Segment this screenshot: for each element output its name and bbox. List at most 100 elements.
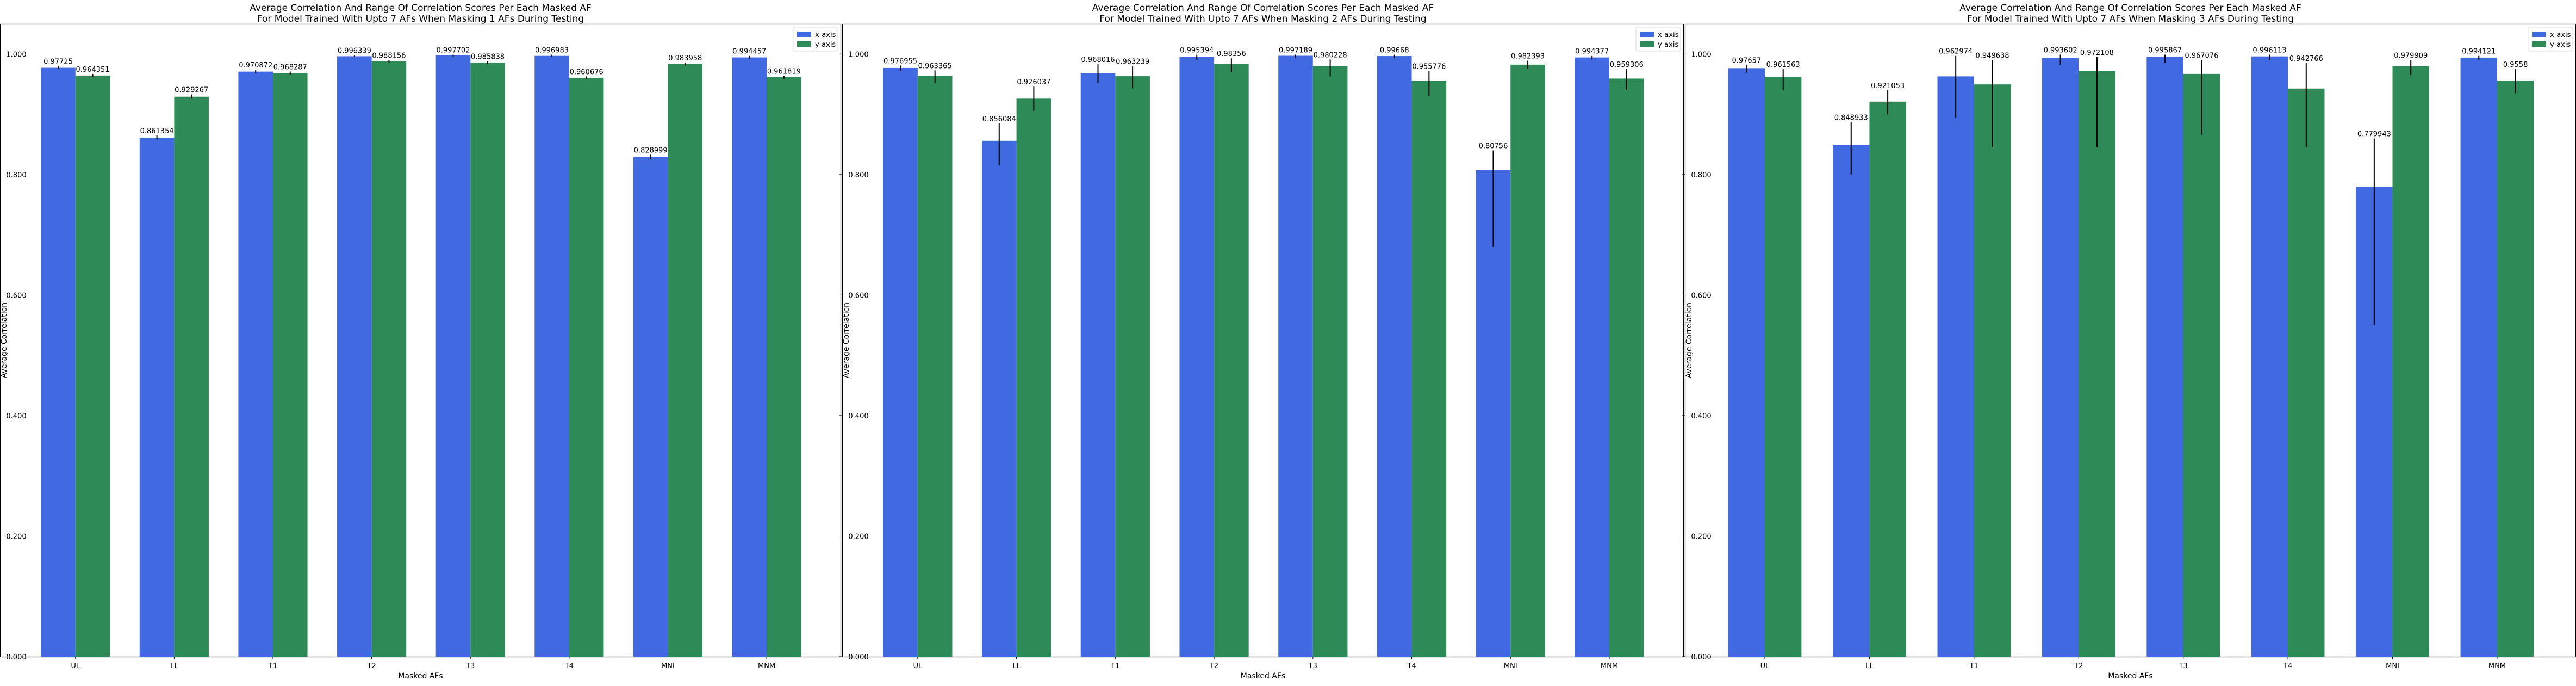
bar-value-label: 0.828999: [634, 146, 668, 154]
bar-value-label: 0.921053: [1871, 82, 1905, 90]
y-tick-label: 0.400: [848, 412, 868, 421]
y-tick-label: 0.800: [848, 171, 868, 180]
legend-label: x-axis: [1658, 31, 1679, 39]
plot-frame: [842, 23, 1684, 658]
bar-value-label: 0.968287: [273, 64, 307, 72]
bar-y-axis-T1: [1974, 84, 2011, 657]
bar-x-axis-T2: [2042, 58, 2079, 657]
legend-swatch: [797, 41, 811, 47]
bar-x-axis-T4: [2251, 56, 2288, 657]
y-tick-label: 1.000: [1691, 51, 1711, 59]
legend-swatch: [797, 32, 811, 37]
x-tick-label: UL: [71, 662, 80, 670]
y-tick-label: 0.800: [1691, 171, 1711, 180]
bar-value-label: 0.962974: [1939, 48, 1973, 56]
bar-value-label: 0.993602: [2044, 46, 2077, 54]
chart-title-line: For Model Trained With Upto 7 AFs When M…: [1099, 14, 1426, 24]
y-tick-label: 0.200: [848, 533, 868, 541]
y-tick-label: 0.600: [848, 292, 868, 300]
legend-swatch: [1640, 32, 1654, 37]
bar-y-axis-LL: [174, 96, 209, 657]
bar-value-label: 0.80756: [1479, 143, 1508, 151]
legend-label: y-axis: [815, 41, 836, 49]
bar-y-axis-UL: [75, 75, 110, 657]
bar-value-label: 0.995394: [1180, 46, 1214, 54]
y-tick-label: 0.000: [848, 653, 868, 662]
y-axis-label: Average Correlation: [1685, 302, 1694, 378]
bar-value-label: 0.994377: [1575, 48, 1609, 56]
x-tick-label: LL: [170, 662, 178, 670]
bar-x-axis-UL: [883, 67, 918, 657]
bar-value-label: 0.861354: [140, 127, 174, 135]
x-tick-label: T3: [2179, 662, 2188, 670]
bar-value-label: 0.976955: [883, 57, 917, 65]
y-tick-label: 0.400: [6, 412, 26, 421]
legend-label: y-axis: [2550, 41, 2571, 49]
bar-x-axis-T4: [1377, 56, 1412, 657]
bar-x-axis-UL: [1728, 68, 1765, 657]
bar-value-label: 0.949638: [1976, 52, 2009, 60]
bar-value-label: 0.968016: [1081, 56, 1115, 64]
x-tick-label: T4: [1407, 662, 1416, 670]
x-axis-label: Masked AFs: [2108, 672, 2152, 681]
bar-value-label: 0.983958: [668, 54, 702, 63]
bar-y-axis-T4: [1411, 81, 1447, 657]
x-tick-label: MNI: [1504, 662, 1517, 670]
y-tick-label: 0.000: [6, 653, 26, 662]
legend-label: y-axis: [1658, 41, 1678, 49]
legend-swatch: [1640, 41, 1654, 47]
bar-value-label: 0.988156: [372, 52, 406, 60]
bar-y-axis-MNI: [2392, 66, 2429, 657]
y-axis-label: Average Correlation: [842, 302, 851, 378]
x-tick-label: MNM: [1601, 662, 1618, 670]
x-tick-label: T1: [1110, 662, 1119, 670]
y-tick-label: 0.800: [6, 171, 26, 180]
x-tick-label: T1: [1969, 662, 1978, 670]
bar-value-label: 0.996339: [338, 47, 371, 55]
x-tick-label: T2: [1209, 662, 1218, 670]
legend-label: x-axis: [2550, 31, 2571, 39]
bar-value-label: 0.98356: [1217, 50, 1246, 58]
x-tick-label: T3: [1308, 662, 1317, 670]
bar-x-axis-LL: [981, 140, 1017, 657]
x-tick-label: T2: [2074, 662, 2083, 670]
bar-x-axis-T2: [337, 56, 372, 657]
x-tick-label: T4: [564, 662, 574, 670]
bar-y-axis-T3: [470, 63, 505, 657]
bar-value-label: 0.848933: [1834, 114, 1868, 122]
bar-value-label: 0.961563: [1766, 61, 1800, 69]
x-tick-label: MNM: [758, 662, 775, 670]
bar-x-axis-T1: [238, 71, 273, 657]
x-tick-label: MNM: [2488, 662, 2506, 670]
bar-value-label: 0.997189: [1279, 46, 1312, 54]
bar-y-axis-T3: [1312, 66, 1348, 657]
bar-value-label: 0.980228: [1314, 51, 1347, 59]
bar-value-label: 0.955776: [1412, 63, 1446, 71]
bar-y-axis-MNI: [668, 64, 703, 657]
bar-x-axis-T3: [1278, 55, 1313, 657]
bar-value-label: 0.972108: [2080, 49, 2114, 57]
bar-y-axis-LL: [1016, 98, 1051, 657]
legend: x-axis y-axis: [2528, 27, 2573, 52]
bar-value-label: 0.961819: [767, 67, 801, 76]
bar-y-axis-MNI: [1510, 64, 1545, 657]
y-tick-label: 0.600: [6, 292, 26, 300]
x-tick-label: T1: [268, 662, 277, 670]
bar-x-axis-T4: [534, 55, 569, 657]
bar-x-axis-MNI: [633, 157, 668, 657]
x-tick-label: UL: [913, 662, 923, 670]
bar-value-label: 0.97657: [1732, 57, 1761, 65]
bar-y-axis-T1: [273, 73, 308, 657]
bar-value-label: 0.970872: [239, 61, 272, 70]
bar-value-label: 0.994121: [2462, 48, 2496, 56]
y-tick-label: 1.000: [6, 51, 26, 59]
legend-swatch: [2532, 32, 2546, 37]
x-tick-label: LL: [1865, 662, 1874, 670]
x-tick-label: T3: [465, 662, 475, 670]
bar-x-axis-T3: [2146, 56, 2183, 657]
bar-x-axis-T3: [435, 55, 471, 657]
bar-y-axis-T3: [2183, 73, 2220, 657]
bar-y-axis-T4: [569, 77, 604, 657]
bar-x-axis-MNM: [732, 57, 767, 657]
chart-title-line: For Model Trained With Upto 7 AFs When M…: [257, 14, 584, 24]
